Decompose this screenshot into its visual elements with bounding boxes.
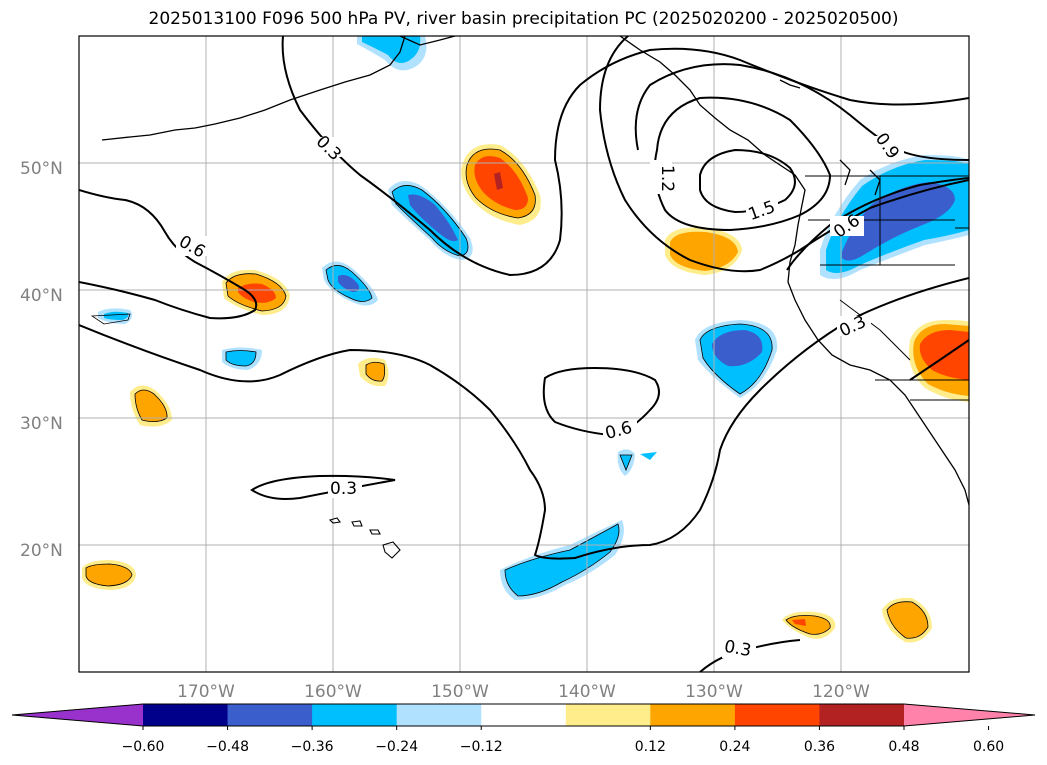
colorbar-tick-label: −0.24 <box>375 739 418 755</box>
lon-label: 160°W <box>304 682 362 702</box>
coastlines <box>101 36 969 506</box>
colorbar-swatch <box>143 704 229 726</box>
map-title: 2025013100 F096 500 hPa PV, river basin … <box>148 9 899 29</box>
lon-label: 170°W <box>177 682 235 702</box>
shaded-anomalies <box>82 36 969 643</box>
colorbar-tick-label: 0.48 <box>888 739 919 755</box>
colorbar-tick-label: −0.60 <box>122 739 165 755</box>
lat-label: 40°N <box>20 286 63 306</box>
lon-label: 150°W <box>431 682 489 702</box>
colorbar-tick-label: 0.60 <box>973 739 1004 755</box>
lon-tick-labels: 170°W 160°W 150°W 140°W 130°W 120°W <box>177 682 870 702</box>
colorbar-swatch <box>396 704 482 726</box>
borders <box>805 175 969 401</box>
colorbar-swatch <box>565 704 651 726</box>
contour-label: 0.3 <box>312 132 345 165</box>
lon-label: 130°W <box>685 682 743 702</box>
lon-label: 120°W <box>812 682 870 702</box>
colorbar-swatch <box>312 704 398 726</box>
colorbar-max-arrow <box>904 704 1035 726</box>
lat-label: 50°N <box>20 159 63 179</box>
pv-contours <box>79 36 969 672</box>
colorbar-swatch <box>481 704 567 726</box>
colorbar-tick-label: 0.36 <box>804 739 835 755</box>
hawaii-islands <box>328 517 401 559</box>
lat-label: 30°N <box>20 414 63 434</box>
lat-tick-labels: 20°N 30°N 40°N 50°N <box>20 159 63 561</box>
colorbar-swatch <box>819 704 905 726</box>
colorbar-tick-label: 0.12 <box>635 739 666 755</box>
colorbar-min-arrow <box>12 704 143 726</box>
contour-labels: 0.3 0.6 1.2 1.5 0.6 0.9 0.3 0.6 0.3 0.3 <box>175 129 904 661</box>
colorbar-tick-label: −0.36 <box>291 739 334 755</box>
colorbar-swatch <box>734 704 820 726</box>
gridlines <box>79 36 969 672</box>
colorbar-tick-label: 0.24 <box>719 739 750 755</box>
colorbar-tick-label: −0.48 <box>206 739 249 755</box>
map-plot-area: 0.3 0.6 1.2 1.5 0.6 0.9 0.3 0.6 0.3 0.3 <box>79 36 969 672</box>
contour-label: 1.2 <box>657 165 677 192</box>
colorbar-tick-label: −0.12 <box>460 739 503 755</box>
lon-label: 140°W <box>558 682 616 702</box>
colorbar-swatch <box>227 704 313 726</box>
colorbar: −0.60 −0.48 −0.36 −0.24 −0.12 0.12 0.24 0.36 0.4… <box>11 703 1036 755</box>
lat-label: 20°N <box>20 541 63 561</box>
map-frame <box>78 35 970 673</box>
contour-label: 0.3 <box>330 479 357 499</box>
contour-label: 0.3 <box>723 637 753 661</box>
shaded-outlines <box>85 148 929 639</box>
colorbar-swatch <box>650 704 736 726</box>
